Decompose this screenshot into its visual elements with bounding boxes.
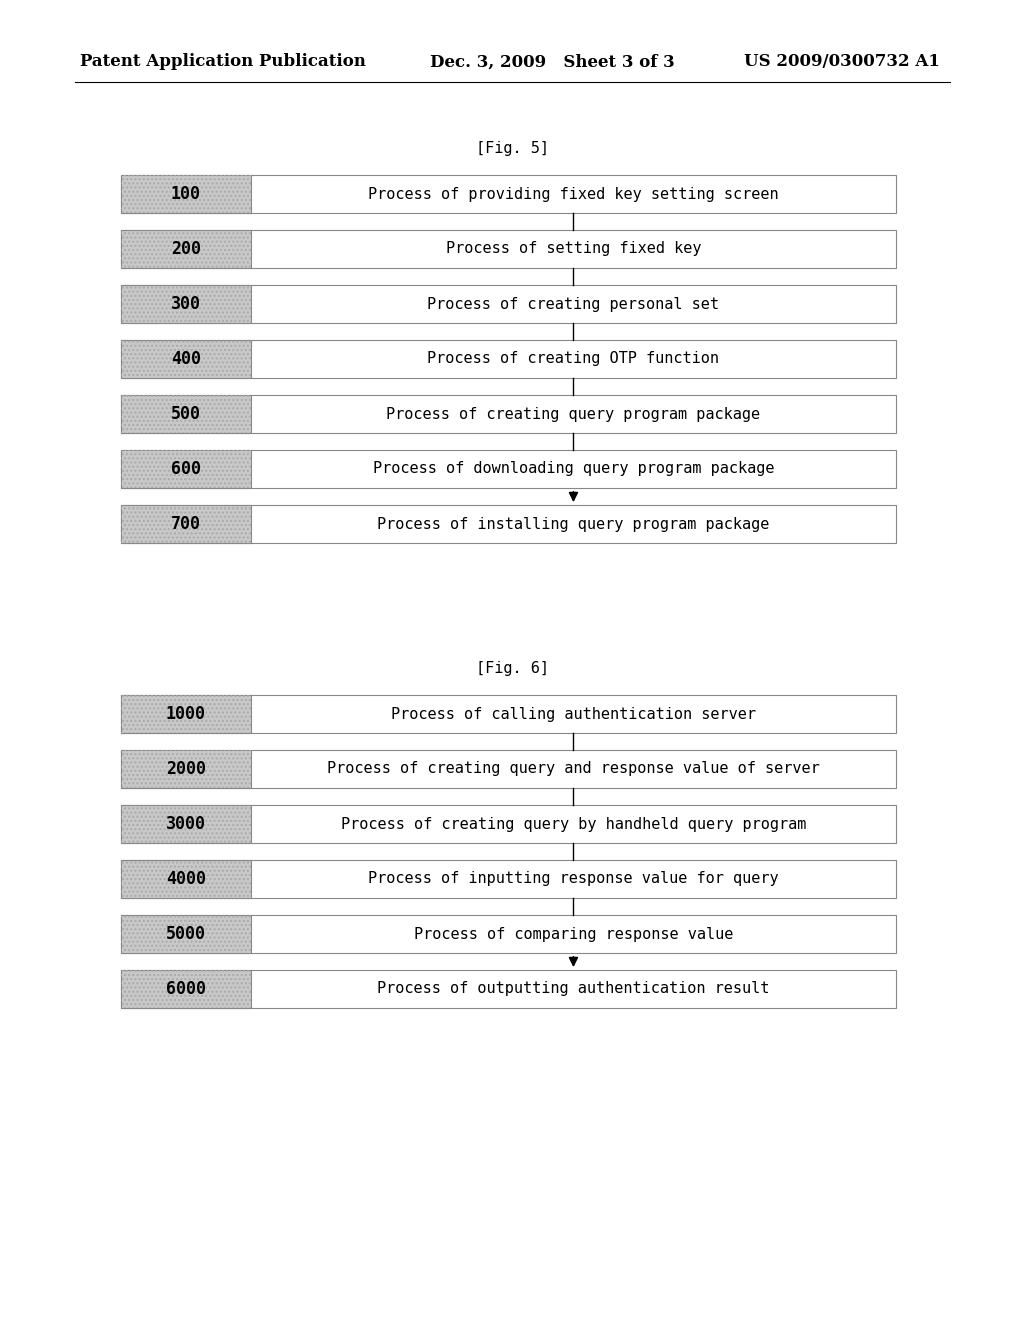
Text: Dec. 3, 2009   Sheet 3 of 3: Dec. 3, 2009 Sheet 3 of 3 xyxy=(430,54,675,70)
Bar xyxy=(121,970,251,1008)
Bar xyxy=(121,285,896,323)
Bar xyxy=(121,230,251,268)
Text: 6000: 6000 xyxy=(166,979,206,998)
Text: Process of downloading query program package: Process of downloading query program pac… xyxy=(373,462,774,477)
Bar xyxy=(121,861,251,898)
Text: 5000: 5000 xyxy=(166,925,206,942)
Bar xyxy=(121,450,896,488)
Bar xyxy=(121,176,251,213)
Text: 2000: 2000 xyxy=(166,760,206,777)
Text: 700: 700 xyxy=(171,515,201,533)
Bar xyxy=(121,750,251,788)
Bar xyxy=(121,230,251,268)
Bar xyxy=(121,395,251,433)
Bar xyxy=(121,970,896,1008)
Bar xyxy=(121,341,896,378)
Bar xyxy=(121,341,251,378)
Bar xyxy=(121,176,251,213)
Text: 3000: 3000 xyxy=(166,814,206,833)
Bar xyxy=(121,285,251,323)
Text: US 2009/0300732 A1: US 2009/0300732 A1 xyxy=(744,54,940,70)
Bar xyxy=(121,285,251,323)
Text: 500: 500 xyxy=(171,405,201,422)
Text: 400: 400 xyxy=(171,350,201,368)
Bar xyxy=(121,805,251,843)
Bar xyxy=(121,395,251,433)
Text: 100: 100 xyxy=(171,185,201,203)
Text: 4000: 4000 xyxy=(166,870,206,888)
Bar xyxy=(121,395,896,433)
Bar xyxy=(121,805,251,843)
Bar xyxy=(121,915,251,953)
Text: Process of creating query program package: Process of creating query program packag… xyxy=(386,407,761,421)
Bar xyxy=(121,750,896,788)
Text: Process of creating query and response value of server: Process of creating query and response v… xyxy=(327,762,820,776)
Bar xyxy=(121,805,896,843)
Text: Process of setting fixed key: Process of setting fixed key xyxy=(445,242,701,256)
Text: Process of providing fixed key setting screen: Process of providing fixed key setting s… xyxy=(368,186,779,202)
Text: Process of installing query program package: Process of installing query program pack… xyxy=(377,516,770,532)
Text: 1000: 1000 xyxy=(166,705,206,723)
Bar xyxy=(121,861,896,898)
Bar xyxy=(121,915,896,953)
Text: 200: 200 xyxy=(171,240,201,257)
Bar xyxy=(121,696,896,733)
Bar xyxy=(121,176,896,213)
Bar xyxy=(121,915,251,953)
Bar xyxy=(121,506,896,543)
Text: [Fig. 6]: [Fig. 6] xyxy=(475,660,549,676)
Text: Process of creating query by handheld query program: Process of creating query by handheld qu… xyxy=(341,817,806,832)
Bar xyxy=(121,861,251,898)
Bar xyxy=(121,230,896,268)
Bar xyxy=(121,696,251,733)
Bar xyxy=(121,506,251,543)
Bar xyxy=(121,450,251,488)
Text: Process of creating OTP function: Process of creating OTP function xyxy=(427,351,720,367)
Text: [Fig. 5]: [Fig. 5] xyxy=(475,140,549,156)
Text: Process of inputting response value for query: Process of inputting response value for … xyxy=(368,871,779,887)
Text: Process of creating personal set: Process of creating personal set xyxy=(427,297,720,312)
Bar xyxy=(121,341,251,378)
Text: 600: 600 xyxy=(171,459,201,478)
Text: Process of comparing response value: Process of comparing response value xyxy=(414,927,733,941)
Text: Process of calling authentication server: Process of calling authentication server xyxy=(391,706,756,722)
Bar xyxy=(121,970,251,1008)
Text: 300: 300 xyxy=(171,294,201,313)
Bar xyxy=(121,696,251,733)
Bar xyxy=(121,450,251,488)
Text: Patent Application Publication: Patent Application Publication xyxy=(80,54,366,70)
Bar xyxy=(121,506,251,543)
Text: Process of outputting authentication result: Process of outputting authentication res… xyxy=(377,982,770,997)
Bar xyxy=(121,750,251,788)
